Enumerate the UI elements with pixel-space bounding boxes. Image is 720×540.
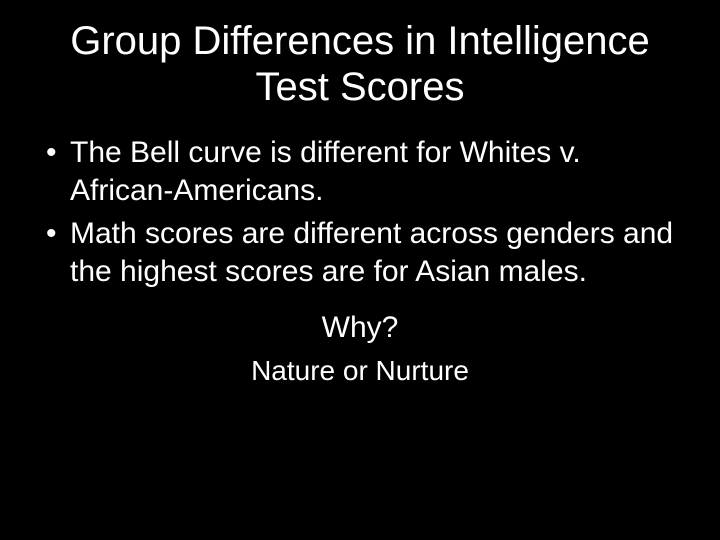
centered-question: Why?: [30, 308, 690, 347]
centered-subline: Nature or Nurture: [30, 353, 690, 389]
list-item: The Bell curve is different for Whites v…: [40, 134, 690, 209]
list-item: Math scores are different across genders…: [40, 215, 690, 290]
slide: Group Differences in Intelligence Test S…: [0, 0, 720, 540]
slide-title: Group Differences in Intelligence Test S…: [30, 18, 690, 110]
bullet-list: The Bell curve is different for Whites v…: [30, 134, 690, 290]
